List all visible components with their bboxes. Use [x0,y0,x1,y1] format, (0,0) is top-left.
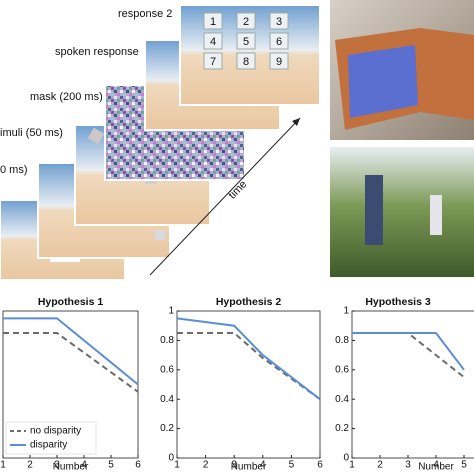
keypad-key [236,32,256,50]
x-tick-label: 4 [433,460,439,471]
x-tick-label: 2 [203,460,209,471]
x-tick-label: 3 [231,460,237,471]
chart-title: Hypothesis 2 [216,296,282,308]
frame-shape [155,230,165,240]
time-label: time [226,178,249,201]
step-label: 0 ms) [0,164,28,176]
x-tick-label: 1 [174,460,180,471]
keypad-label: 4 [210,36,216,48]
data-line [352,332,465,378]
x-tick-label: 6 [317,460,323,471]
keypad-label: 9 [276,56,282,68]
legend-label: no disparity [30,426,81,437]
y-tick-label: 0.6 [160,364,174,375]
keypad-label: 1 [210,16,216,28]
x-tick-label: 1 [349,460,355,471]
y-tick-label: 1 [343,306,349,317]
keypad-key [203,52,223,70]
x-tick-label: 4 [260,460,266,471]
keypad-label: 5 [243,36,249,48]
photo-park [330,147,474,277]
x-tick-label: 5 [108,460,114,471]
y-tick-label: 0.6 [335,364,349,375]
y-tick-label: 0 [343,453,349,464]
y-tick-label: 0.2 [160,423,174,434]
x-tick-label: 2 [27,460,33,471]
data-line [352,332,465,371]
x-tick-label: 6 [135,460,141,471]
axes-box [176,310,321,459]
x-tick-label: 5 [289,460,295,471]
y-tick-label: 1 [168,306,174,317]
keypad-label: 2 [243,16,249,28]
keypad-key [269,52,289,70]
keypad-key [269,32,289,50]
step-label: mask (200 ms) [30,91,103,103]
procedure-diagram [0,0,474,281]
time-arrow [149,117,301,276]
photo-display [348,45,418,118]
photo-person [365,175,383,245]
photo-person [430,195,442,235]
keypad-label: 3 [276,16,282,28]
legend-label: disparity [30,440,67,451]
keypad-label: 7 [210,56,216,68]
legend-box [5,421,97,455]
x-tick-label: 2 [377,460,383,471]
keypad-label: 8 [243,56,249,68]
y-tick-label: 0.2 [335,423,349,434]
y-tick-label: 0.8 [335,335,349,346]
x-tick-label: 1 [0,460,6,471]
time-arrowhead [292,118,300,126]
y-tick-label: 0 [168,453,174,464]
data-line [3,332,139,393]
step-label: response 2 [118,8,172,20]
keypad-key [236,52,256,70]
x-axis-label: Number [418,462,454,473]
x-axis-label: Number [231,462,267,473]
y-tick-label: 0.4 [335,394,349,405]
data-line [177,332,321,401]
keypad-key [203,12,223,30]
keypad-key [236,12,256,30]
step-label: spoken response [55,46,139,58]
data-line [176,317,321,400]
data-line [3,317,139,386]
charts: Hypothesis 1 Number 1 2 3 4 5 6 no disparity disp… [0,296,474,473]
axes-box [351,310,474,459]
x-tick-label: 5 [461,460,467,471]
keypad-key [269,12,289,30]
step-label: imuli (50 ms) [0,127,63,139]
procedure-labels: response 2 spoken response mask (200 ms) im… [0,8,289,202]
chart-title: Hypothesis 1 [38,296,104,308]
chart-title: Hypothesis 3 [365,296,431,308]
y-tick-label: 0.4 [160,394,174,405]
x-tick-label: 3 [54,460,60,471]
frame-shape [87,127,105,145]
y-tick-label: 0.8 [160,335,174,346]
x-axis-label: Number [53,462,89,473]
keypad-key [203,32,223,50]
x-tick-label: 3 [405,460,411,471]
keypad-label: 6 [276,36,282,48]
x-tick-label: 4 [81,460,87,471]
